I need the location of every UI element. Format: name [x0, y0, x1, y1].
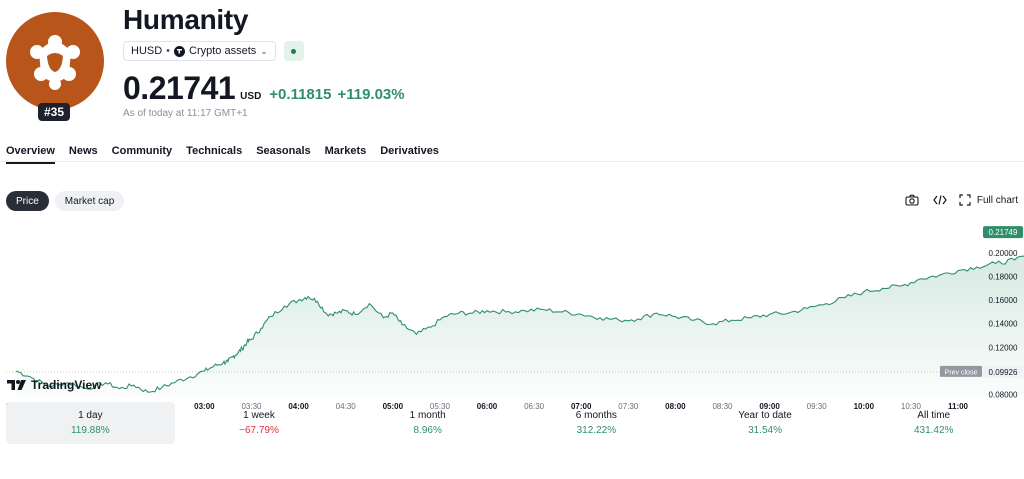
price-chart[interactable]: 0.20000 0.18000 0.16000 0.14000 0.12000 0.080…	[0, 218, 1024, 416]
expand-icon	[959, 194, 971, 206]
y-tick-label: 0.16000	[989, 296, 1018, 305]
performance-value: 31.54%	[748, 425, 782, 436]
performance-period-label: All time	[917, 410, 951, 421]
x-tick-label: 04:00	[288, 402, 309, 411]
price-currency: USD	[240, 91, 262, 102]
tabs-divider	[0, 161, 1024, 162]
performance-value: 119.88%	[70, 425, 110, 436]
y-tick-label: 0.08000	[989, 391, 1018, 400]
last-price-label: 0.21749	[989, 228, 1018, 237]
chart-tools: Full chart	[903, 191, 1018, 209]
performance-all-time[interactable]: All time 431.42%	[849, 402, 1018, 444]
ticker-label: HUSD	[131, 45, 163, 57]
asset-title: Humanity	[123, 4, 249, 35]
tab-markets[interactable]: Markets	[324, 145, 367, 157]
pill-price[interactable]: Price	[6, 191, 49, 211]
performance-period-label: 1 week	[243, 410, 275, 421]
y-tick-label: 0.18000	[989, 272, 1018, 281]
last-price-tag	[983, 226, 1023, 239]
asset-logo-group: #35	[6, 12, 104, 121]
x-tick-label: 06:00	[477, 402, 498, 411]
price-block: 0.21741 USD +0.11815 +119.03%	[123, 70, 405, 107]
tab-derivatives[interactable]: Derivatives	[380, 145, 439, 157]
humanity-logo-icon	[30, 35, 80, 90]
code-icon[interactable]	[931, 191, 949, 209]
asset-logo	[6, 12, 104, 110]
performance-value: 431.42%	[913, 425, 954, 436]
separator-dot: •	[166, 45, 171, 57]
chart-mode-pills: Price Market cap	[6, 191, 125, 211]
x-tick-label: 03:30	[241, 402, 262, 411]
price-line	[15, 255, 1024, 393]
x-tick-label: 07:00	[571, 402, 592, 411]
ticker-chip[interactable]: HUSD • Crypto assets ⌄	[123, 41, 276, 61]
tab-technicals[interactable]: Technicals	[186, 145, 243, 157]
tab-community[interactable]: Community	[111, 145, 173, 157]
status-dot-icon	[291, 48, 297, 54]
x-tick-label: 07:30	[618, 402, 639, 411]
prev-close-tag	[940, 365, 982, 377]
rank-badge: #35	[38, 103, 71, 121]
tab-seasonals[interactable]: Seasonals	[256, 145, 311, 157]
price-change-percent: +119.03%	[337, 86, 405, 103]
x-tick-label: 10:00	[854, 402, 875, 411]
full-chart-button[interactable]: Full chart	[959, 194, 1018, 206]
y-tick-label: 0.20000	[989, 249, 1018, 258]
x-tick-label: 03:00	[194, 402, 215, 411]
price-change: +0.11815	[269, 86, 332, 103]
prev-close-value-tag	[983, 365, 1023, 378]
tradingview-mini-icon	[174, 45, 186, 57]
performance-1-day[interactable]: 1 day 119.88%	[6, 402, 175, 444]
tradingview-logo-icon	[7, 380, 26, 390]
x-tick-label: 08:00	[665, 402, 686, 411]
y-tick-label: 0.12000	[989, 343, 1018, 352]
x-tick-label: 08:30	[712, 402, 733, 411]
performance-value: 8.96%	[413, 425, 442, 436]
pill-market-cap[interactable]: Market cap	[54, 191, 125, 211]
performance-value: 312.22%	[576, 425, 617, 436]
as-of-timestamp: As of today at 11:17 GMT+1	[123, 108, 248, 119]
performance-period-label: Year to date	[738, 410, 792, 421]
performance-year-to-date[interactable]: Year to date 31.54%	[681, 402, 850, 444]
asset-chips: HUSD • Crypto assets ⌄	[123, 41, 304, 61]
performance-period-label: 1 month	[409, 410, 446, 421]
x-tick-label: 09:00	[759, 402, 780, 411]
x-tick-label: 05:30	[430, 402, 451, 411]
full-chart-label: Full chart	[976, 194, 1018, 206]
performance-period-label: 6 months	[575, 410, 617, 421]
section-tabs: Overview News Community Technicals Seasonals…	[6, 145, 439, 164]
y-tick-label: 0.14000	[989, 320, 1018, 329]
x-tick-label: 11:00	[948, 402, 969, 411]
last-price: 0.21741	[123, 70, 236, 106]
x-tick-label: 05:00	[383, 402, 404, 411]
performance-6-months[interactable]: 6 months 312.22%	[512, 402, 681, 444]
x-tick-label: 10:30	[901, 402, 922, 411]
chevron-down-icon: ⌄	[260, 45, 268, 56]
category-label: Crypto assets	[189, 45, 257, 57]
tradingview-branding[interactable]: TradingView	[7, 378, 101, 392]
x-tick-label: 09:30	[807, 402, 828, 411]
performance-period-label: 1 day	[78, 410, 103, 421]
prev-close-label: Prev close	[945, 369, 978, 376]
performance-value: −67.79%	[239, 425, 279, 436]
performance-row: 1 day 119.88% 1 week −67.79% 1 month 8.96% 6 m…	[6, 402, 1018, 444]
tab-news[interactable]: News	[68, 145, 98, 157]
tradingview-wordmark: TradingView	[31, 378, 102, 392]
performance-1-week[interactable]: 1 week −67.79%	[175, 402, 344, 444]
tab-overview[interactable]: Overview	[6, 145, 55, 164]
x-tick-label: 06:30	[524, 402, 545, 411]
prev-close-value: 0.09926	[989, 368, 1018, 377]
price-area	[16, 256, 1024, 396]
x-tick-label: 04:30	[336, 402, 357, 411]
camera-icon[interactable]	[903, 191, 921, 209]
performance-1-month[interactable]: 1 month 8.96%	[343, 402, 512, 444]
market-status-badge[interactable]	[283, 41, 304, 61]
